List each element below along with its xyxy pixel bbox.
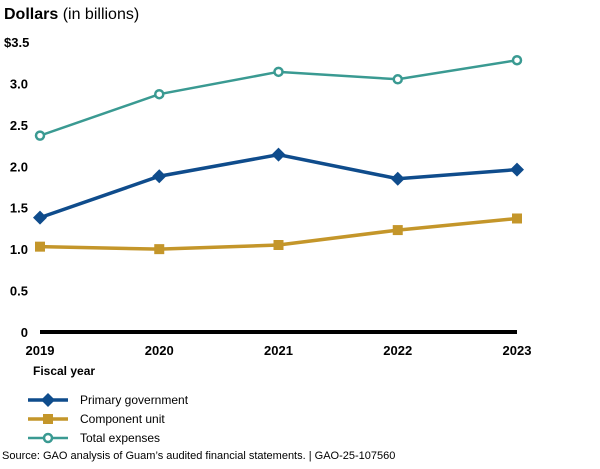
legend-swatch-total-expenses bbox=[28, 432, 68, 443]
x-axis-label: Fiscal year bbox=[33, 364, 96, 378]
component-unit-point bbox=[392, 225, 403, 236]
source-note: Source: GAO analysis of Guam’s audited f… bbox=[2, 450, 396, 462]
x-tick-label: 2021 bbox=[264, 343, 293, 358]
total-expenses-point bbox=[34, 130, 46, 141]
primary-government-point bbox=[510, 162, 524, 177]
x-tick-label: 2023 bbox=[503, 343, 532, 358]
total-expenses-point bbox=[392, 74, 403, 85]
legend: Primary government Component unit Total ex… bbox=[28, 390, 188, 447]
legend-label: Total expenses bbox=[80, 430, 161, 445]
legend-marker bbox=[42, 432, 54, 443]
legend-marker bbox=[41, 392, 55, 407]
primary-government-point bbox=[33, 210, 47, 225]
series-markers bbox=[33, 54, 524, 255]
x-axis-ticks: 2019 2020 2021 2022 2023 bbox=[26, 343, 532, 358]
legend-swatch-primary-government bbox=[28, 392, 68, 407]
y-tick-label: 2.0 bbox=[10, 159, 28, 174]
legend-label: Component unit bbox=[80, 411, 165, 426]
title-suffix: (in billions) bbox=[62, 6, 140, 23]
legend-item-component-unit: Component unit bbox=[28, 409, 188, 428]
y-tick-label: 1.5 bbox=[10, 201, 28, 216]
x-tick-label: 2022 bbox=[383, 343, 412, 358]
component-unit-point bbox=[35, 241, 45, 252]
legend-item-total-expenses: Total expenses bbox=[28, 428, 188, 447]
total-expenses-point bbox=[154, 88, 165, 100]
y-axis-ticks: 0 0.5 1.0 1.5 2.0 2.5 3.0 $3.5 bbox=[4, 35, 29, 340]
legend-item-primary-government: Primary government bbox=[28, 390, 188, 409]
y-tick-label: 1.0 bbox=[10, 242, 28, 257]
component-unit-point bbox=[512, 213, 522, 224]
primary-government-point bbox=[271, 147, 286, 162]
component-unit-point bbox=[273, 240, 284, 250]
chart-title: Dollars (in billions) bbox=[4, 6, 139, 24]
legend-swatch-component-unit bbox=[28, 413, 68, 424]
y-tick-label: 0 bbox=[21, 325, 28, 340]
title-main: Dollars bbox=[4, 6, 59, 23]
primary-government-point bbox=[152, 169, 167, 184]
y-tick-label: 2.5 bbox=[10, 118, 28, 133]
legend-marker bbox=[43, 413, 53, 424]
total-expenses-point bbox=[511, 54, 523, 66]
x-tick-label: 2020 bbox=[145, 343, 174, 358]
y-tick-label: $3.5 bbox=[4, 35, 29, 50]
line-chart: 0 0.5 1.0 1.5 2.0 2.5 3.0 $3.5 2019 2020 2021 2022… bbox=[4, 35, 532, 358]
primary-government-line bbox=[39, 152, 518, 220]
y-tick-label: 3.0 bbox=[10, 76, 28, 91]
component-unit-point bbox=[154, 244, 165, 255]
primary-government-point bbox=[390, 171, 405, 186]
x-tick-label: 2019 bbox=[26, 343, 55, 358]
total-expenses-point bbox=[273, 66, 284, 78]
legend-label: Primary government bbox=[80, 392, 189, 407]
y-tick-label: 0.5 bbox=[10, 284, 28, 299]
